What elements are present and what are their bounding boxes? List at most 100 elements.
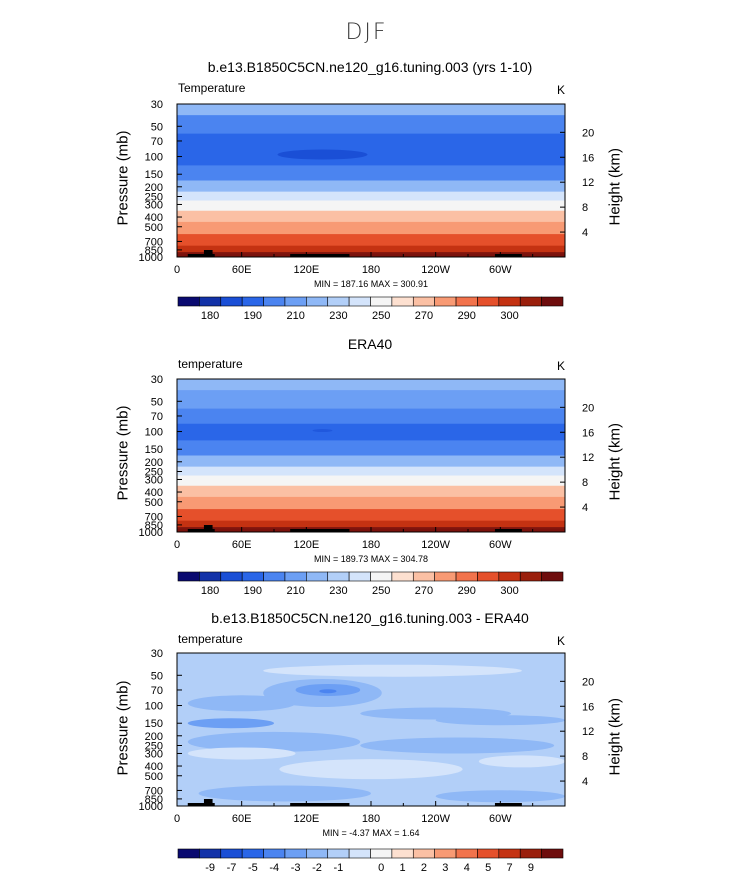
y-tick-label: 250 xyxy=(145,741,163,753)
temperature-band xyxy=(177,390,565,410)
temperature-band xyxy=(177,455,565,468)
difference-contour xyxy=(319,689,337,694)
y-tick-label: 150 xyxy=(145,718,163,730)
y2-tick-label: 20 xyxy=(582,676,594,688)
colorbar-label: 190 xyxy=(244,310,262,320)
cold-core-contour xyxy=(277,149,368,160)
y-tick-label: 30 xyxy=(151,648,163,660)
colorbar-label: 3 xyxy=(442,862,448,872)
topography-mask xyxy=(290,529,350,532)
temperature-band xyxy=(177,210,565,223)
colorbar-label: -1 xyxy=(334,862,344,872)
temperature-band xyxy=(177,234,565,247)
temperature-band xyxy=(177,485,565,498)
topography-mask xyxy=(187,803,215,806)
colorbar-box xyxy=(498,848,521,859)
y-tick-label: 500 xyxy=(145,222,163,234)
panel-2-variable-label: temperature xyxy=(178,357,243,371)
panel-3-variable-label: temperature xyxy=(178,632,243,646)
topography-mask xyxy=(203,525,213,532)
topography-mask xyxy=(494,254,522,257)
colorbar-label: 250 xyxy=(372,310,390,320)
colorbar-label: 4 xyxy=(464,862,470,872)
panel-3-stats: MIN = -4.37 MAX = 1.64 xyxy=(322,828,419,838)
colorbar-box xyxy=(412,848,435,859)
y2-tick-label: 16 xyxy=(582,427,594,439)
temperature-band xyxy=(177,104,565,116)
panel-1-units: K xyxy=(557,83,566,97)
colorbar-label: 190 xyxy=(244,585,262,597)
y-tick-label: 50 xyxy=(151,670,163,682)
y2-tick-label: 16 xyxy=(582,701,594,713)
topography-mask xyxy=(494,803,522,806)
panel-1-variable-label: Temperature xyxy=(178,81,246,95)
x-tick-label: 0 xyxy=(174,264,180,276)
colorbar-label: 0 xyxy=(378,862,384,872)
colorbar-box xyxy=(241,848,264,859)
colorbar-label: -4 xyxy=(269,862,279,872)
y-tick-label: 300 xyxy=(145,199,163,211)
y-tick-label: 200 xyxy=(145,457,163,469)
panel-2-chart: 3050701001502002503004005007008501000201… xyxy=(139,374,595,597)
colorbar-box xyxy=(220,848,243,859)
x-tick-label: 60E xyxy=(232,539,252,551)
colorbar-box xyxy=(519,848,542,859)
y-tick-label: 700 xyxy=(145,785,163,797)
x-tick-label: 180 xyxy=(362,264,380,276)
temperature-band xyxy=(177,133,565,150)
temperature-band xyxy=(177,379,565,391)
x-tick-label: 120E xyxy=(293,539,319,551)
y-tick-label: 150 xyxy=(145,444,163,456)
y-tick-label: 200 xyxy=(145,182,163,194)
y-tick-label: 400 xyxy=(145,761,163,773)
y-tick-label: 1000 xyxy=(139,527,163,539)
x-tick-label: 180 xyxy=(362,539,380,551)
y-tick-label: 250 xyxy=(145,192,163,204)
colorbar-box xyxy=(348,848,371,859)
y-tick-label: 100 xyxy=(145,427,163,439)
y-tick-label: 30 xyxy=(151,374,163,386)
temperature-band xyxy=(177,165,565,181)
main-title: DJF xyxy=(345,20,388,45)
y2-tick-label: 16 xyxy=(582,152,594,164)
colorbar-label: 290 xyxy=(458,585,476,597)
colorbar-box xyxy=(477,848,500,859)
difference-contour xyxy=(187,731,361,752)
x-tick-label: 60E xyxy=(232,813,252,825)
cold-core-contour xyxy=(312,429,333,433)
colorbar-box xyxy=(327,848,350,859)
topography-mask xyxy=(290,254,350,257)
y-tick-label: 100 xyxy=(145,152,163,164)
colorbar-label: 270 xyxy=(415,310,433,320)
colorbar-label: -5 xyxy=(248,862,258,872)
colorbar-box xyxy=(541,848,564,859)
y-tick-label: 200 xyxy=(145,731,163,743)
temperature-band xyxy=(177,245,565,254)
colorbar-label: 290 xyxy=(458,310,476,320)
colorbar-box xyxy=(263,848,286,859)
x-tick-label: 0 xyxy=(174,539,180,551)
colorbar-label: 230 xyxy=(329,585,347,597)
panel-2-stats: MIN = 189.73 MAX = 304.78 xyxy=(314,554,428,564)
y-tick-label: 400 xyxy=(145,212,163,224)
x-tick-label: 0 xyxy=(174,813,180,825)
panel-1-field xyxy=(177,104,565,257)
colorbar-label: -3 xyxy=(291,862,301,872)
y-tick-label: 400 xyxy=(145,487,163,499)
colorbar-box xyxy=(541,296,564,307)
colorbar-box xyxy=(391,848,414,859)
x-tick-label: 180 xyxy=(362,813,380,825)
panel-1-title: b.e13.B1850C5CN.ne120_g16.tuning.003 (yr… xyxy=(207,59,533,75)
y-tick-label: 1000 xyxy=(139,252,163,264)
panel-1-stats: MIN = 187.16 MAX = 300.91 xyxy=(314,279,428,289)
y-tick-label: 150 xyxy=(145,169,163,181)
y-tick-label: 1000 xyxy=(139,801,163,813)
temperature-band xyxy=(177,423,565,441)
topography-mask xyxy=(203,799,213,806)
x-tick-label: 120E xyxy=(293,264,319,276)
y-tick-label: 30 xyxy=(151,99,163,111)
x-tick-label: 60W xyxy=(489,813,512,825)
colorbar-box xyxy=(434,848,457,859)
x-tick-label: 120W xyxy=(421,813,450,825)
